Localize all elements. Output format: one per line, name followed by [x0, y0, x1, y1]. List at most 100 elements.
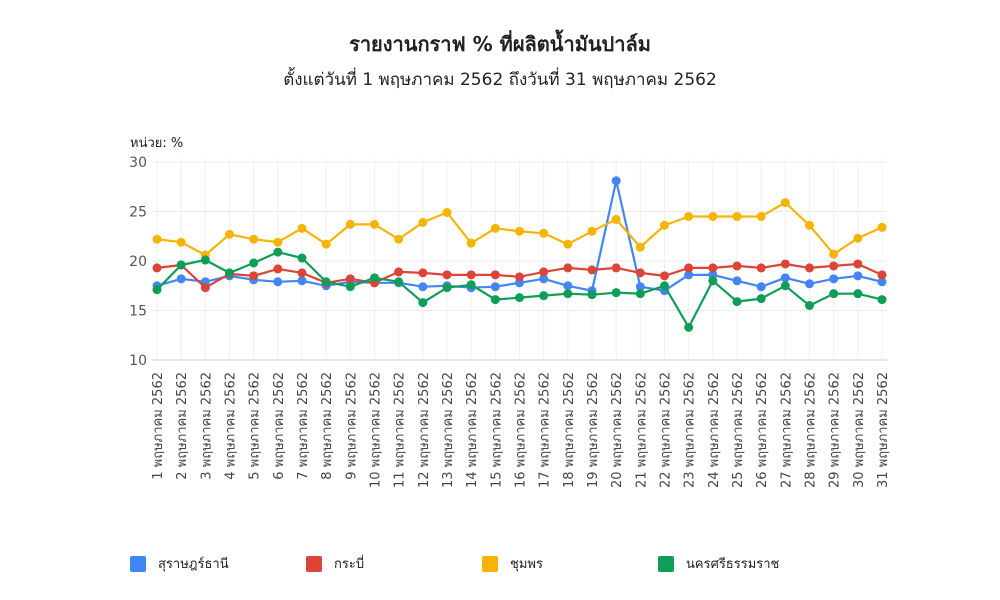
data-point[interactable]	[563, 263, 573, 273]
data-point[interactable]	[563, 289, 573, 299]
data-point[interactable]	[152, 285, 162, 295]
data-point[interactable]	[321, 277, 331, 287]
data-point[interactable]	[708, 276, 718, 286]
data-point[interactable]	[297, 268, 307, 278]
legend-item[interactable]: สุราษฎร์ธานี	[130, 553, 229, 574]
data-point[interactable]	[853, 259, 863, 269]
data-point[interactable]	[152, 263, 162, 273]
data-point[interactable]	[684, 322, 694, 332]
data-point[interactable]	[418, 298, 428, 308]
data-point[interactable]	[225, 268, 234, 278]
data-point[interactable]	[297, 223, 307, 233]
data-point[interactable]	[611, 214, 621, 224]
data-point[interactable]	[732, 297, 742, 307]
data-point[interactable]	[780, 259, 790, 269]
data-point[interactable]	[853, 233, 863, 243]
data-point[interactable]	[756, 263, 766, 273]
data-point[interactable]	[490, 282, 500, 292]
data-point[interactable]	[805, 263, 814, 273]
data-point[interactable]	[780, 273, 790, 283]
data-point[interactable]	[611, 176, 621, 186]
data-point[interactable]	[877, 277, 887, 287]
data-point[interactable]	[490, 270, 500, 280]
data-point[interactable]	[853, 289, 863, 299]
data-point[interactable]	[539, 228, 549, 238]
data-point[interactable]	[684, 270, 694, 280]
data-point[interactable]	[297, 253, 307, 263]
data-point[interactable]	[708, 263, 718, 273]
data-point[interactable]	[466, 270, 476, 280]
data-point[interactable]	[829, 274, 839, 284]
data-point[interactable]	[732, 261, 742, 271]
data-point[interactable]	[273, 237, 283, 247]
data-point[interactable]	[732, 276, 742, 286]
data-point[interactable]	[515, 272, 524, 282]
legend-item[interactable]: ชุมพร	[482, 553, 543, 574]
data-point[interactable]	[829, 261, 839, 271]
data-point[interactable]	[539, 267, 549, 277]
data-point[interactable]	[756, 294, 766, 304]
data-point[interactable]	[345, 274, 355, 284]
data-point[interactable]	[611, 263, 621, 273]
data-point[interactable]	[660, 271, 669, 281]
data-point[interactable]	[635, 242, 645, 252]
data-point[interactable]	[877, 222, 887, 232]
data-point[interactable]	[587, 290, 597, 300]
data-point[interactable]	[635, 282, 645, 292]
data-point[interactable]	[805, 279, 814, 289]
data-point[interactable]	[176, 260, 186, 270]
data-point[interactable]	[684, 211, 694, 221]
data-point[interactable]	[394, 277, 404, 287]
data-point[interactable]	[853, 271, 863, 281]
data-point[interactable]	[635, 289, 645, 299]
data-point[interactable]	[176, 274, 186, 284]
data-point[interactable]	[394, 267, 404, 277]
data-point[interactable]	[611, 288, 621, 298]
data-point[interactable]	[877, 270, 887, 280]
data-point[interactable]	[539, 274, 549, 284]
data-point[interactable]	[394, 234, 404, 244]
data-point[interactable]	[660, 281, 669, 291]
data-point[interactable]	[442, 270, 452, 280]
data-point[interactable]	[418, 282, 428, 292]
data-point[interactable]	[756, 282, 766, 292]
data-point[interactable]	[466, 238, 476, 248]
data-point[interactable]	[345, 219, 355, 229]
data-point[interactable]	[418, 217, 428, 227]
data-point[interactable]	[539, 291, 549, 301]
data-point[interactable]	[684, 263, 694, 273]
data-point[interactable]	[515, 293, 524, 303]
data-point[interactable]	[442, 207, 452, 217]
data-point[interactable]	[321, 239, 331, 249]
data-point[interactable]	[829, 289, 839, 299]
data-point[interactable]	[587, 226, 597, 236]
data-point[interactable]	[829, 249, 839, 259]
data-point[interactable]	[708, 211, 718, 221]
data-point[interactable]	[249, 234, 259, 244]
data-point[interactable]	[587, 265, 597, 275]
data-point[interactable]	[805, 301, 814, 311]
legend-item[interactable]: นครศรีธรรมราช	[658, 553, 779, 574]
data-point[interactable]	[345, 282, 355, 292]
data-point[interactable]	[805, 220, 814, 230]
data-point[interactable]	[780, 281, 790, 291]
data-point[interactable]	[635, 268, 645, 278]
data-point[interactable]	[563, 281, 573, 291]
data-point[interactable]	[442, 283, 452, 293]
data-point[interactable]	[418, 268, 428, 278]
data-point[interactable]	[225, 229, 234, 239]
data-point[interactable]	[563, 239, 573, 249]
data-point[interactable]	[515, 226, 524, 236]
data-point[interactable]	[249, 258, 259, 268]
data-point[interactable]	[780, 198, 790, 208]
data-point[interactable]	[370, 273, 379, 283]
data-point[interactable]	[200, 255, 210, 265]
data-point[interactable]	[200, 283, 210, 293]
data-point[interactable]	[756, 211, 766, 221]
data-point[interactable]	[732, 211, 742, 221]
data-point[interactable]	[660, 220, 669, 230]
data-point[interactable]	[176, 237, 186, 247]
data-point[interactable]	[273, 247, 283, 257]
data-point[interactable]	[466, 280, 476, 290]
data-point[interactable]	[490, 295, 500, 305]
